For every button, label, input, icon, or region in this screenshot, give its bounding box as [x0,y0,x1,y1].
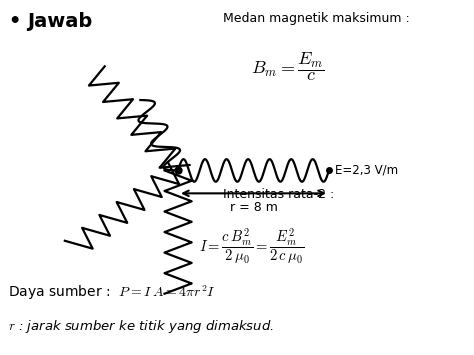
Text: Daya sumber :  $P = I\;A = 4\pi r^2 I$: Daya sumber : $P = I\;A = 4\pi r^2 I$ [9,283,216,302]
Text: E=2,3 V/m: E=2,3 V/m [335,164,398,177]
Text: Medan magnetik maksimum :: Medan magnetik maksimum : [223,12,410,25]
Text: r = 8 m: r = 8 m [229,201,277,214]
Text: $r$ : jarak sumber ke titik yang dimaksud.: $r$ : jarak sumber ke titik yang dimaksu… [9,318,274,335]
Text: $B_m = \dfrac{E_m}{c}$: $B_m = \dfrac{E_m}{c}$ [251,51,325,83]
Text: •: • [9,12,21,31]
Text: Intensitas rata-2 :: Intensitas rata-2 : [223,188,334,201]
Text: $I = \dfrac{c\,B_m^{2}}{2\,\mu_0} = \dfrac{E_m^{2}}{2\,c\,\mu_0}$: $I = \dfrac{c\,B_m^{2}}{2\,\mu_0} = \dfr… [199,227,304,267]
Text: Jawab: Jawab [27,12,92,31]
